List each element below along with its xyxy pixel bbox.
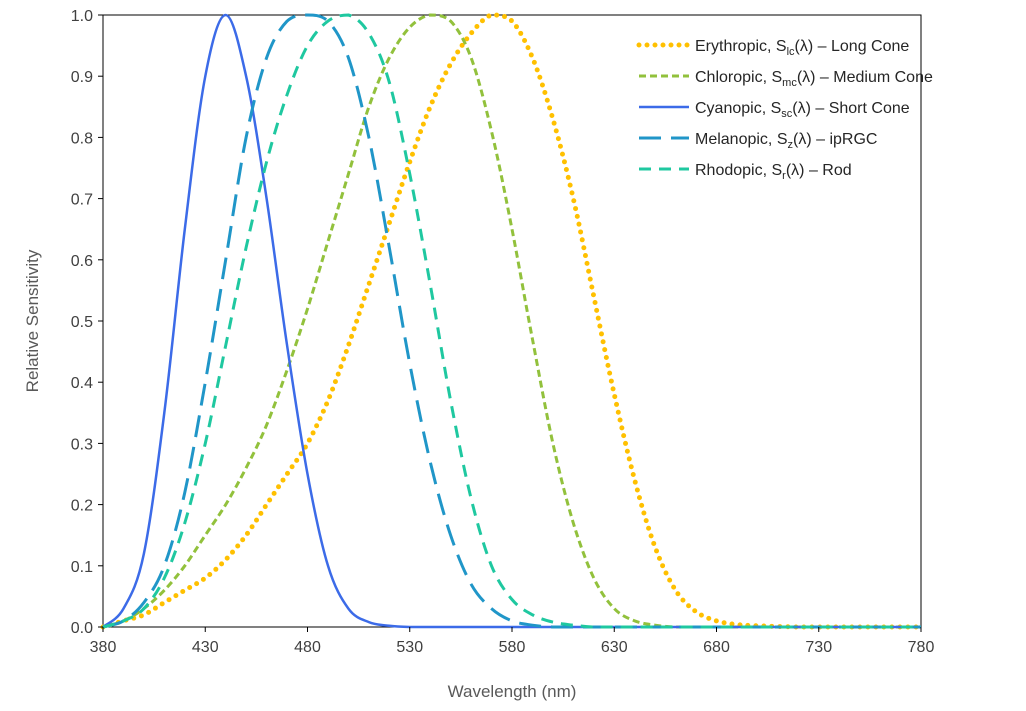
x-tick-label: 430 bbox=[192, 639, 219, 656]
legend-label-rhodopic: Rhodopic, Sr(λ) – Rod bbox=[695, 162, 852, 182]
y-tick-label: 0.7 bbox=[71, 192, 93, 209]
x-tick-label: 530 bbox=[396, 639, 423, 656]
legend-label-prefix: Melanopic, S bbox=[695, 131, 788, 148]
legend-label-cyanopic: Cyanopic, Ssc(λ) – Short Cone bbox=[695, 100, 910, 120]
legend-label-suffix: (λ) – ipRGC bbox=[793, 131, 877, 148]
y-tick-label: 0.0 bbox=[71, 620, 93, 637]
legend-label-suffix: (λ) – Rod bbox=[786, 162, 852, 179]
x-tick-label: 380 bbox=[90, 639, 117, 656]
legend-label-chloropic: Chloropic, Smc(λ) – Medium Cone bbox=[695, 69, 933, 89]
x-tick-label: 630 bbox=[601, 639, 628, 656]
x-tick-label: 780 bbox=[908, 639, 935, 656]
x-tick-label: 730 bbox=[805, 639, 832, 656]
legend-label-suffix: (λ) – Long Cone bbox=[795, 38, 910, 55]
legend-label-suffix: (λ) – Medium Cone bbox=[797, 69, 933, 86]
y-tick-label: 0.4 bbox=[71, 375, 93, 392]
legend-label-melanopic: Melanopic, Sz(λ) – ipRGC bbox=[695, 131, 877, 151]
series-line-rhodopic bbox=[102, 13, 921, 629]
x-axis-title: Wavelength (nm) bbox=[448, 682, 577, 701]
series-layer bbox=[100, 12, 924, 630]
legend-label-prefix: Chloropic, S bbox=[695, 69, 782, 86]
y-tick-label: 0.1 bbox=[71, 559, 93, 576]
legend-label-subscript: sc bbox=[781, 108, 793, 120]
y-axis-ticks: 0.0 0.1 0.2 0.3 0.4 0.5 0.6 0.7 0.8 0.9 1.0 bbox=[71, 8, 103, 637]
x-tick-label: 480 bbox=[294, 639, 321, 656]
y-tick-label: 0.5 bbox=[71, 314, 93, 331]
y-tick-label: 0.6 bbox=[71, 253, 93, 270]
x-tick-label: 680 bbox=[703, 639, 730, 656]
x-tick-label: 580 bbox=[499, 639, 526, 656]
y-tick-label: 0.3 bbox=[71, 436, 93, 453]
legend-label-suffix: (λ) – Short Cone bbox=[792, 100, 909, 117]
legend-label-subscript: z bbox=[788, 139, 794, 151]
legend: Erythropic, Slc(λ) – Long Cone Chloropic,… bbox=[628, 28, 933, 188]
legend-label-prefix: Cyanopic, S bbox=[695, 100, 781, 117]
y-tick-label: 1.0 bbox=[71, 8, 93, 25]
legend-label-prefix: Rhodopic, S bbox=[695, 162, 782, 179]
legend-label-subscript: mc bbox=[782, 77, 797, 89]
y-tick-label: 0.2 bbox=[71, 498, 93, 515]
x-axis-ticks: 380 430 480 530 580 630 680 730 780 bbox=[90, 627, 935, 656]
legend-label-subscript: r bbox=[782, 170, 786, 182]
y-axis-title: Relative Sensitivity bbox=[23, 249, 42, 392]
legend-label-erythropic: Erythropic, Slc(λ) – Long Cone bbox=[695, 38, 909, 58]
y-tick-label: 0.8 bbox=[71, 130, 93, 147]
legend-label-subscript: lc bbox=[787, 46, 795, 58]
y-tick-label: 0.9 bbox=[71, 69, 93, 86]
legend-label-prefix: Erythropic, S bbox=[695, 38, 787, 55]
